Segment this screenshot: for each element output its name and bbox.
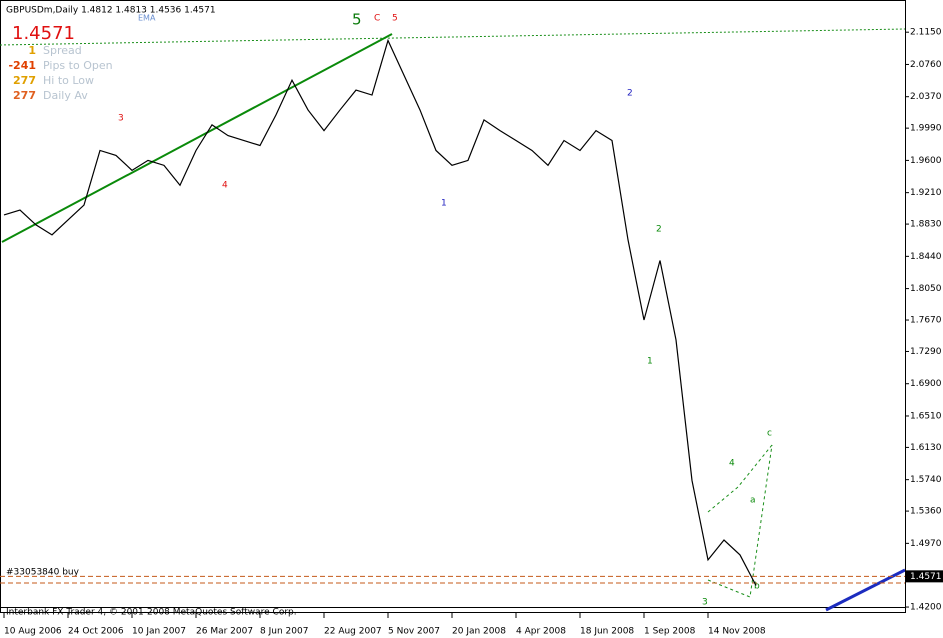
trend-line	[1, 33, 393, 243]
x-tick-label: 26 Mar 2007	[196, 627, 253, 637]
price-marker-label: 1.4571	[910, 572, 942, 582]
info-label: Daily Av	[43, 89, 88, 102]
price-marker	[905, 570, 943, 583]
info-label: Hi to Low	[43, 74, 94, 87]
wave-label: 3	[702, 598, 708, 608]
header: GBPUSDm,Daily 1.4812 1.4813 1.4536 1.457…	[6, 6, 216, 16]
y-tick-label: 1.5740	[910, 475, 942, 485]
wave-label: 4	[222, 181, 228, 191]
y-tick-label: 1.8440	[910, 252, 942, 262]
copyright: Interbank FX Trader 4, © 2001-2008 MetaQ…	[6, 608, 297, 618]
info-label: Pips to Open	[43, 59, 113, 72]
wave-label: 1	[441, 199, 447, 209]
y-tick-label: 1.8830	[910, 220, 942, 230]
wave-label: 5	[352, 11, 362, 29]
y-tick-label: 1.5360	[910, 507, 942, 517]
y-tick-label: 1.7670	[910, 316, 942, 326]
x-tick-label: 10 Aug 2006	[4, 627, 62, 637]
wave-label: 1	[647, 357, 653, 367]
y-tick-label: 1.8050	[910, 284, 942, 294]
indicator-label: EMA	[138, 14, 156, 23]
y-tick-label: 2.0370	[910, 92, 942, 102]
y-tick-label: 1.9210	[910, 188, 942, 198]
wave-label: 5	[392, 14, 398, 24]
wave-label: a	[750, 496, 756, 506]
x-tick-label: 5 Nov 2007	[388, 627, 440, 637]
y-tick-label: 1.4970	[910, 539, 942, 549]
plot-frame	[0, 0, 906, 613]
x-tick-label: 14 Nov 2008	[708, 627, 766, 637]
info-value: -241	[8, 59, 36, 72]
x-tick-label: 8 Jun 2007	[260, 627, 308, 637]
wave-channel	[707, 444, 773, 513]
info-label: Spread	[43, 44, 82, 57]
wave-label: 4	[729, 459, 735, 469]
order-label: #33053840 buy	[6, 568, 80, 578]
info-value: 277	[13, 74, 36, 87]
y-tick-label: 1.7290	[910, 347, 942, 357]
y-tick-label: 1.6510	[910, 411, 942, 421]
info-value: 1	[28, 44, 36, 57]
channel-line	[0, 28, 906, 46]
wave-label: 3	[118, 114, 124, 124]
wave-label: b	[754, 582, 760, 592]
y-tick-label: 1.9600	[910, 156, 942, 166]
x-tick-label: 1 Sep 2008	[644, 627, 696, 637]
x-tick-label: 10 Jan 2007	[132, 627, 186, 637]
y-tick-label: 1.6900	[910, 379, 942, 389]
x-tick-label: 24 Oct 2006	[68, 627, 124, 637]
y-tick-label: 2.0760	[910, 60, 942, 70]
y-tick-label: 2.1150	[910, 28, 942, 38]
y-tick-label: 1.9990	[910, 124, 942, 134]
info-value: 277	[13, 89, 36, 102]
x-tick-label: 20 Jan 2008	[452, 627, 506, 637]
x-tick-label: 18 Jun 2008	[580, 627, 634, 637]
wave-label: 2	[656, 225, 662, 235]
x-tick-label: 4 Apr 2008	[516, 627, 566, 637]
y-tick-label: 1.4200	[910, 603, 942, 613]
wave-label: c	[767, 429, 772, 439]
y-tick-label: 1.6130	[910, 443, 942, 453]
wave-label: C	[374, 14, 380, 24]
x-tick-label: 22 Aug 2007	[324, 627, 382, 637]
price-line-series	[3, 38, 757, 586]
wave-label: 2	[627, 89, 633, 99]
big-price: 1.4571	[12, 23, 75, 44]
